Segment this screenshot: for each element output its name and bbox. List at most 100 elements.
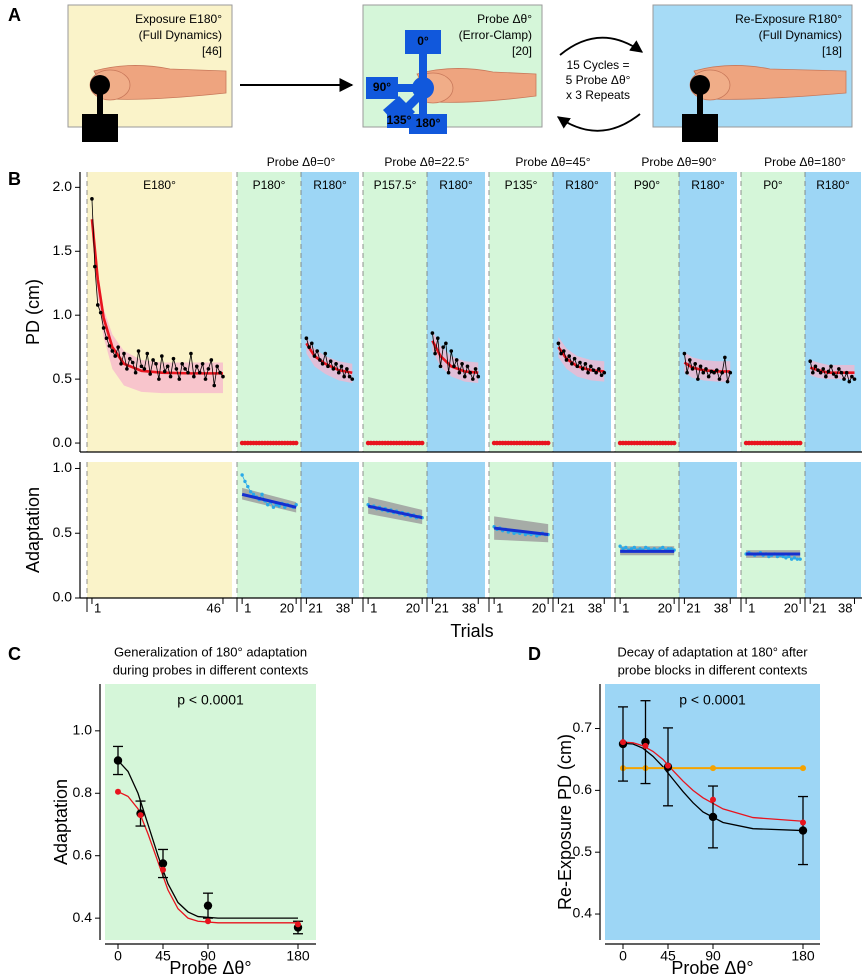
data-point xyxy=(709,813,717,821)
pd-point xyxy=(458,371,462,375)
pd-point xyxy=(578,361,582,365)
pd-point xyxy=(93,265,97,269)
y-tick-label: 2.0 xyxy=(53,178,73,194)
pd-point xyxy=(102,326,106,330)
box-subtitle: (Full Dynamics) xyxy=(759,28,842,42)
x-tick-label: 1 xyxy=(94,600,101,615)
pd-point xyxy=(853,377,857,381)
block-label: R180° xyxy=(439,178,473,192)
pd-point xyxy=(573,357,577,361)
pd-point xyxy=(201,362,205,366)
pd-point xyxy=(204,377,208,381)
x-tick-label: 1 xyxy=(496,600,503,615)
y-tick-label: 1.0 xyxy=(53,306,73,322)
pd-point xyxy=(431,331,435,335)
pd-point xyxy=(685,371,689,375)
pd-point xyxy=(332,367,336,371)
adaptation-point xyxy=(249,490,252,493)
pd-point xyxy=(215,365,219,369)
pd-point xyxy=(827,370,831,374)
pd-point xyxy=(696,377,700,381)
pd-point xyxy=(693,362,697,366)
data-point xyxy=(138,812,144,818)
pd-point xyxy=(436,336,440,340)
x-axis-label: Trials xyxy=(450,621,493,641)
pd-point xyxy=(704,367,708,371)
pd-point xyxy=(342,375,346,379)
data-point xyxy=(115,789,121,795)
pd-point xyxy=(575,365,579,369)
pd-point xyxy=(701,371,705,375)
pd-point xyxy=(166,365,170,369)
handle-knob xyxy=(690,75,710,95)
pd-point xyxy=(198,371,202,375)
pd-point xyxy=(160,354,164,358)
pd-point xyxy=(175,367,179,371)
block-background xyxy=(301,462,359,598)
pd-point xyxy=(726,380,730,384)
block-background xyxy=(679,462,737,598)
x-tick-label: 21 xyxy=(686,600,700,615)
pd-point xyxy=(113,354,117,358)
pd-point xyxy=(116,345,120,349)
pd-point xyxy=(145,352,149,356)
y-axis-label: Re-Exposure PD (cm) xyxy=(555,734,575,910)
pd-point xyxy=(688,358,692,362)
x-tick-label: 38 xyxy=(588,600,602,615)
data-point xyxy=(114,756,122,764)
pd-point xyxy=(834,375,838,379)
block-background xyxy=(363,462,427,598)
pd-point xyxy=(334,362,338,366)
adaptation-point xyxy=(260,493,263,496)
pd-point xyxy=(218,371,222,375)
figure: AExposure E180°(Full Dynamics)[46]180°Pr… xyxy=(0,0,862,979)
handle-label: 180° xyxy=(416,116,441,130)
block-background xyxy=(553,462,611,598)
pd-point xyxy=(350,377,354,381)
block-label: P157.5° xyxy=(374,178,417,192)
pd-point xyxy=(90,197,94,201)
y-tick-label: 0.5 xyxy=(53,524,73,540)
pd-point xyxy=(207,367,211,371)
pd-point xyxy=(221,375,225,379)
y-tick-label: 1.0 xyxy=(73,722,93,738)
cycle-header: Probe Δθ=90° xyxy=(641,155,716,169)
y-tick-label: 1.5 xyxy=(53,242,73,258)
box-title: Re-Exposure R180° xyxy=(735,12,842,26)
x-tick-label: 21 xyxy=(434,600,448,615)
x-tick-label: 0 xyxy=(619,948,627,964)
cycles-text: 15 Cycles = xyxy=(566,58,629,72)
data-point xyxy=(800,820,806,826)
pd-point xyxy=(441,345,445,349)
pd-point xyxy=(570,362,574,366)
box-title: Probe Δθ° xyxy=(477,12,532,26)
pd-point xyxy=(420,441,425,446)
pd-point xyxy=(125,367,129,371)
pd-point xyxy=(137,349,141,353)
adaptation-point xyxy=(618,544,621,547)
pd-point xyxy=(691,367,695,371)
pd-point xyxy=(584,362,588,366)
y-tick-label: 0.5 xyxy=(573,843,593,859)
cycle-header: Probe Δθ=22.5° xyxy=(384,155,469,169)
pd-point xyxy=(845,371,849,375)
panel-label: D xyxy=(528,644,541,664)
data-point xyxy=(159,859,167,867)
panel-label: B xyxy=(8,169,21,189)
pd-point xyxy=(212,384,216,388)
pd-point xyxy=(143,367,147,371)
pd-point xyxy=(597,367,601,371)
y-tick-label: 0.4 xyxy=(573,905,593,921)
chart-title: during probes in different contexts xyxy=(113,662,309,677)
pd-point xyxy=(847,380,851,384)
x-tick-label: 20 xyxy=(406,600,420,615)
data-point xyxy=(710,765,716,771)
cycles-text: x 3 Repeats xyxy=(566,88,630,102)
data-point xyxy=(295,921,301,927)
pd-point xyxy=(811,371,815,375)
handle-knob xyxy=(412,77,434,99)
pd-point xyxy=(557,342,561,346)
pd-point xyxy=(313,354,317,358)
pd-point xyxy=(832,372,836,376)
pd-point xyxy=(148,372,152,376)
